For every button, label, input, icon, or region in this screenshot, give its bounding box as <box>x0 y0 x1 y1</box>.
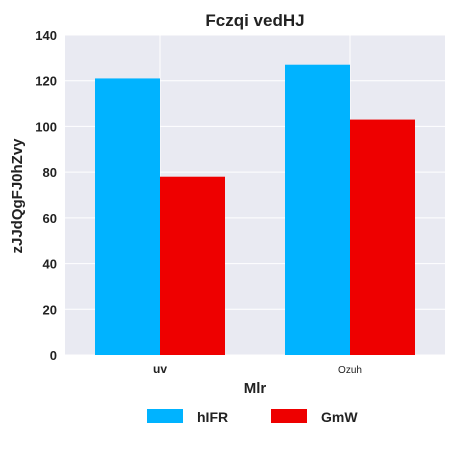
legend-swatch <box>147 409 183 423</box>
x-tick-label: uv <box>153 362 167 376</box>
legend-label: hIFR <box>197 409 228 425</box>
y-ticks: 0 20 40 60 80 100 120 140 <box>35 28 57 363</box>
y-tick-label: 120 <box>35 74 57 89</box>
legend-swatch <box>271 409 307 423</box>
x-axis-label: Mlr <box>244 380 267 397</box>
x-ticks: uv Ozuh <box>153 362 362 376</box>
y-tick-label: 100 <box>35 119 57 134</box>
bar <box>350 119 415 355</box>
legend-label: GmW <box>321 409 358 425</box>
x-tick-label: Ozuh <box>338 365 362 376</box>
legend: hIFR GmW <box>147 409 358 425</box>
y-tick-label: 0 <box>50 348 57 363</box>
y-tick-label: 40 <box>43 257 57 272</box>
bar <box>95 78 160 355</box>
y-tick-label: 60 <box>43 211 57 226</box>
y-tick-label: 80 <box>43 165 57 180</box>
bars <box>95 64 415 355</box>
y-tick-label: 20 <box>43 302 57 317</box>
bar <box>160 176 225 355</box>
y-tick-label: 140 <box>35 28 57 43</box>
bar <box>285 64 350 355</box>
chart-title: Fczqi vedHJ <box>205 11 304 30</box>
y-axis-label: zJJdQgFJ0hZvy <box>9 138 26 254</box>
